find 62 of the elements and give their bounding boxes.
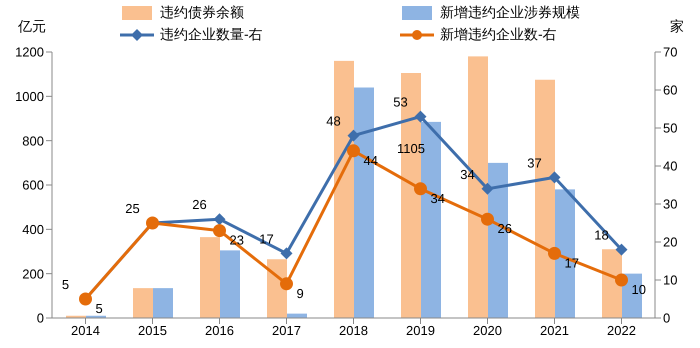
point xyxy=(414,182,427,196)
point xyxy=(347,144,360,158)
y2-tick-label: 60 xyxy=(663,82,678,98)
y-axis-title: 亿元 xyxy=(18,18,46,36)
data-label: 34 xyxy=(460,166,475,182)
data-label: 18 xyxy=(594,228,609,243)
point xyxy=(615,274,628,286)
y-tick-label: 600 xyxy=(22,178,44,193)
x-tick-label: 2016 xyxy=(205,323,234,338)
y2-tick-label: 50 xyxy=(663,120,678,136)
x-tick-label: 2017 xyxy=(272,323,301,338)
data-label: 48 xyxy=(326,114,341,129)
y-tick-label: 800 xyxy=(22,133,44,148)
bar xyxy=(287,314,307,318)
y2-tick-label: 0 xyxy=(663,310,670,326)
data-label: 37 xyxy=(527,155,542,170)
x-tick-label: 2021 xyxy=(540,323,569,338)
point xyxy=(481,212,494,226)
data-label: 10 xyxy=(632,282,646,297)
legend-label: 违约债券余额 xyxy=(160,4,244,22)
data-label: 17 xyxy=(259,231,274,246)
bar xyxy=(133,288,153,318)
y2-tick-label: 10 xyxy=(663,272,678,288)
x-tick-label: 2014 xyxy=(71,323,100,338)
point xyxy=(482,182,494,195)
point xyxy=(213,224,226,238)
data-label: 9 xyxy=(296,286,304,301)
bar xyxy=(200,237,220,318)
y-tick-label: 0 xyxy=(36,310,44,326)
x-tick-label: 2022 xyxy=(607,323,636,338)
y-tick-label: 1200 xyxy=(15,44,44,60)
data-label: 25 xyxy=(125,201,140,216)
y2-axis-title: 家 xyxy=(670,18,684,36)
data-label: 5 xyxy=(62,277,70,292)
data-label: 53 xyxy=(393,94,408,110)
legend-label: 新增违约企业涉券规模 xyxy=(440,4,580,22)
point xyxy=(548,246,561,260)
point xyxy=(414,110,426,123)
x-tick-label: 2020 xyxy=(473,323,502,338)
bar xyxy=(220,250,240,318)
point xyxy=(280,277,293,290)
y-tick-label: 200 xyxy=(22,266,44,282)
bar xyxy=(153,288,173,318)
y2-tick-label: 20 xyxy=(663,234,678,250)
legend-label: 违约企业数量-右 xyxy=(160,26,263,44)
point xyxy=(348,130,360,142)
y-tick-label: 400 xyxy=(22,222,44,237)
data-label: 26 xyxy=(192,197,207,212)
data-label: 1105 xyxy=(397,141,425,156)
y2-tick-label: 70 xyxy=(663,44,678,60)
point xyxy=(280,247,292,260)
x-tick-label: 2015 xyxy=(138,323,167,338)
x-tick-label: 2018 xyxy=(339,323,368,338)
y2-tick-label: 40 xyxy=(663,158,678,174)
data-label: 5 xyxy=(96,301,103,316)
point xyxy=(214,213,226,226)
legend-label: 新增违约企业数-右 xyxy=(440,26,557,44)
x-tick-label: 2019 xyxy=(406,323,435,338)
y-tick-label: 1000 xyxy=(15,88,44,104)
point xyxy=(616,244,628,256)
point xyxy=(548,171,560,184)
y2-tick-label: 30 xyxy=(663,196,678,212)
